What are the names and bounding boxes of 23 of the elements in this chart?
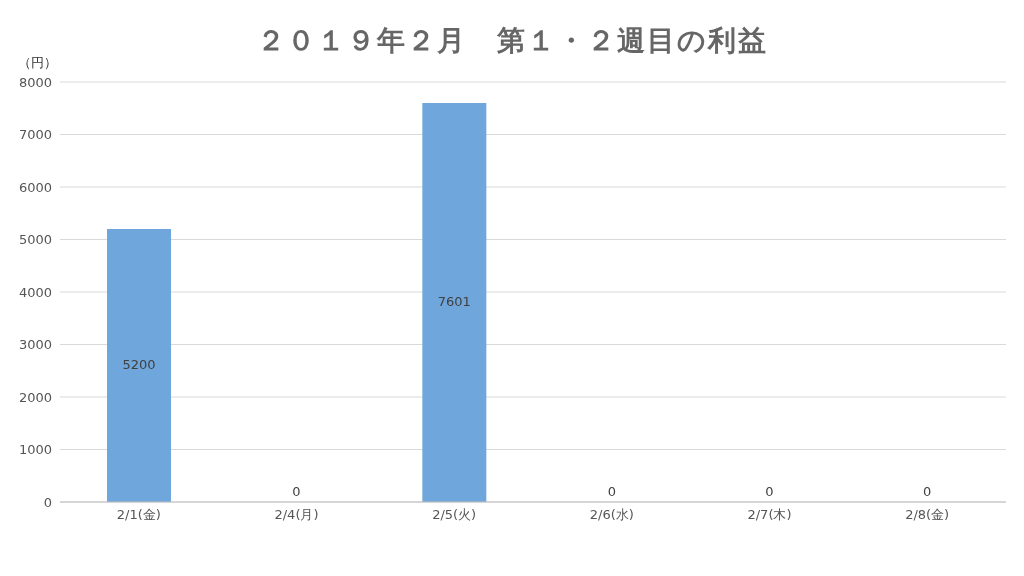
data-label: 0 [292,484,301,499]
y-tick-label: 4000 [18,284,52,300]
x-tick-label: 2/7(木) [747,507,792,523]
x-tick-label: 2/8(金) [905,507,950,523]
data-label: 0 [607,484,616,499]
chart-title: ２０１９年２月 第１・２週目の利益 [256,24,768,57]
data-label: 5200 [122,357,156,372]
y-tick-label: 5000 [18,232,52,248]
x-tick-label: 2/1(金) [116,507,161,523]
y-tick-label: 1000 [18,442,52,458]
y-tick-label: 8000 [18,74,52,90]
data-label: 7601 [437,293,471,309]
y-tick-label: 6000 [18,179,52,195]
y-tick-label: 2000 [18,389,52,405]
data-label: 0 [765,484,774,499]
x-tick-label: 2/5(火) [432,507,477,523]
x-tick-label: 2/6(水) [589,507,634,523]
y-tick-label: 0 [43,494,52,510]
x-tick-label: 2/4(月) [274,507,319,523]
data-label: 0 [923,484,932,499]
y-tick-label: 3000 [18,337,52,353]
y-axis-title: （円） [18,54,57,72]
y-tick-label: 7000 [18,127,52,143]
